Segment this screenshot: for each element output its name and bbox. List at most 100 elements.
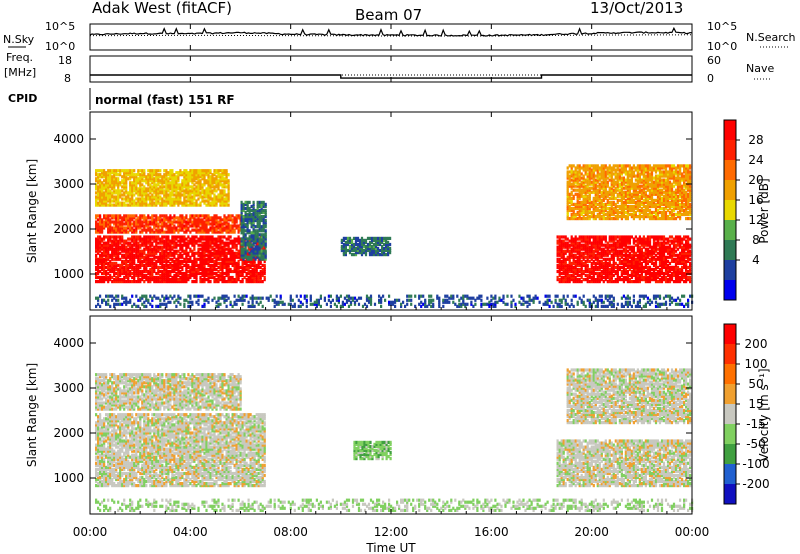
heatmap-cell [127, 173, 130, 177]
heatmap-cell [257, 273, 260, 278]
heatmap-cell [213, 259, 216, 263]
heatmap-cell [554, 298, 557, 302]
heatmap-cell [223, 296, 226, 300]
heatmap-cell [199, 179, 202, 183]
heatmap-cell [147, 187, 150, 191]
heatmap-cell [141, 193, 144, 197]
heatmap-cell [163, 257, 166, 261]
heatmap-cell [624, 296, 627, 300]
heatmap-cell [602, 235, 605, 239]
heatmap-cell [630, 304, 633, 308]
heatmap-cell [193, 253, 196, 257]
heatmap-cell [197, 294, 200, 298]
heatmap-cell [576, 245, 579, 249]
heatmap-cell [97, 257, 100, 261]
heatmap-cell [171, 169, 174, 173]
heatmap-cell [97, 235, 100, 239]
heatmap-cell [245, 259, 248, 263]
heatmap-cell [143, 228, 146, 232]
heatmap-cell [572, 280, 575, 284]
heatmap-cell [379, 240, 382, 244]
heatmap-cell [348, 240, 352, 244]
heatmap-cell [189, 239, 192, 243]
heatmap-cell [117, 224, 120, 228]
heatmap-cell [153, 195, 156, 199]
heatmap-cell [183, 185, 186, 189]
heatmap-cell [315, 300, 318, 304]
heatmap-cell [572, 247, 575, 251]
heatmap-cell [586, 265, 589, 269]
heatmap-cell [233, 257, 236, 261]
heatmap-cell [129, 191, 132, 195]
heatmap-cell [147, 226, 150, 230]
heatmap-cell [123, 255, 126, 259]
heatmap-cell [131, 169, 134, 173]
heatmap-cell [187, 253, 190, 257]
heatmap-cell [492, 304, 495, 308]
heatmap-cell [117, 177, 120, 181]
heatmap-cell [205, 271, 208, 276]
heatmap-cell [612, 253, 615, 257]
heatmap-cell [683, 294, 686, 298]
heatmap-cell [187, 273, 190, 278]
heatmap-cell [115, 235, 118, 239]
heatmap-cell [229, 253, 232, 257]
heatmap-cell [101, 253, 104, 257]
heatmap-cell [139, 226, 142, 230]
heatmap-cell [175, 278, 178, 282]
heatmap-cell [133, 273, 136, 278]
heatmap-cell [572, 304, 575, 308]
heatmap-cell [203, 173, 206, 177]
heatmap-cell [207, 237, 210, 241]
heatmap-cell [219, 197, 222, 201]
heatmap-cell [389, 248, 392, 253]
heatmap-cell [582, 253, 585, 257]
heatmap-cell [145, 273, 148, 278]
heatmap-cell [340, 248, 343, 253]
heatmap-cell [291, 304, 294, 308]
heatmap-cell [193, 197, 196, 201]
heatmap-cell [560, 235, 563, 239]
heatmap-cell [610, 304, 613, 308]
heatmap-cell [189, 224, 192, 228]
heatmap-cell [488, 302, 491, 306]
heatmap-cell [383, 246, 386, 251]
heatmap-cell [155, 203, 158, 207]
heatmap-cell [185, 189, 188, 193]
heatmap-cell [588, 247, 591, 251]
heatmap-cell [584, 269, 587, 274]
heatmap-cell [260, 257, 263, 261]
heatmap-cell [119, 265, 122, 269]
heatmap-cell [129, 249, 132, 253]
heatmap-cell [207, 275, 210, 280]
heatmap-cell [252, 223, 255, 227]
heatmap-cell [147, 239, 150, 243]
heatmap-cell [147, 241, 150, 245]
heatmap-cell [191, 177, 194, 181]
heatmap-cell [95, 228, 98, 232]
heatmap-cell [237, 216, 240, 220]
heatmap-cell [109, 222, 112, 226]
heatmap-cell [209, 263, 212, 267]
heatmap-cell [568, 243, 571, 247]
heatmap-cell [251, 296, 254, 300]
heatmap-cell [151, 187, 154, 191]
heatmap-cell [381, 244, 384, 249]
heatmap-cell [171, 189, 174, 193]
heatmap-cell [131, 267, 134, 272]
heatmap-cell [141, 228, 144, 232]
heatmap-cell [195, 189, 198, 193]
heatmap-cell [145, 239, 148, 243]
heatmap-cell [618, 261, 621, 265]
heatmap-cell [608, 271, 611, 276]
heatmap-cell [115, 201, 118, 205]
heatmap-cell [195, 230, 198, 234]
heatmap-cell [264, 212, 267, 217]
heatmap-cell [151, 265, 154, 269]
heatmap-cell [572, 257, 575, 261]
heatmap-cell [568, 251, 571, 255]
heatmap-cell [231, 226, 234, 230]
heatmap-cell [125, 181, 128, 185]
heatmap-cell [199, 218, 202, 222]
heatmap-cell [155, 275, 158, 280]
